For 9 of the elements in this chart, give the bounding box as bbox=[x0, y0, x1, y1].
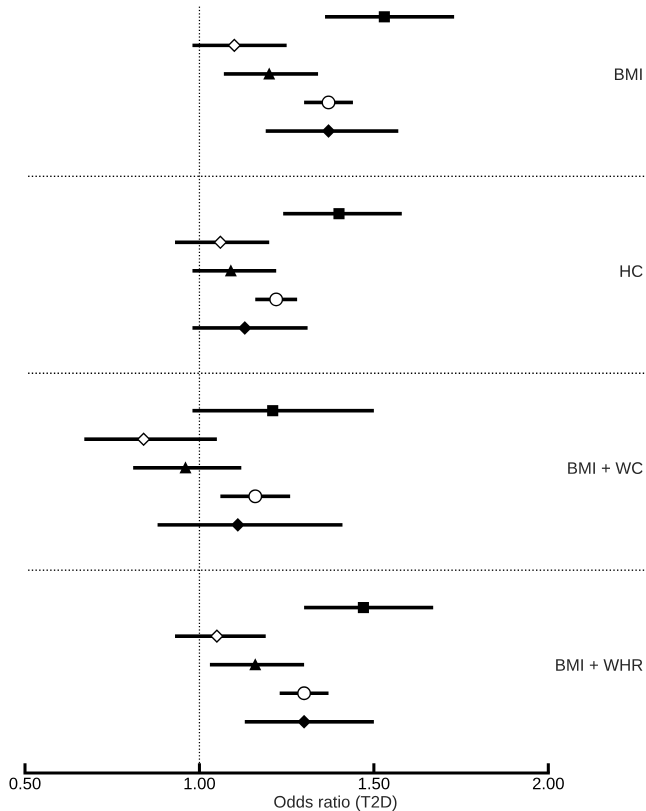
x-tick-label: 1.50 bbox=[358, 778, 390, 790]
x-tick-label: 0.50 bbox=[9, 778, 41, 790]
y-tick-label: HC bbox=[620, 265, 643, 278]
x-tick-label: 1.00 bbox=[184, 778, 216, 790]
x-tick-label: 2.00 bbox=[532, 778, 564, 790]
y-tick-label: BMI + WHR bbox=[556, 659, 642, 671]
x-axis-title: Odds ratio (T2D) bbox=[274, 795, 397, 811]
y-tick-label: BMI bbox=[614, 68, 642, 80]
y-tick-label: BMI + WC bbox=[568, 462, 643, 474]
